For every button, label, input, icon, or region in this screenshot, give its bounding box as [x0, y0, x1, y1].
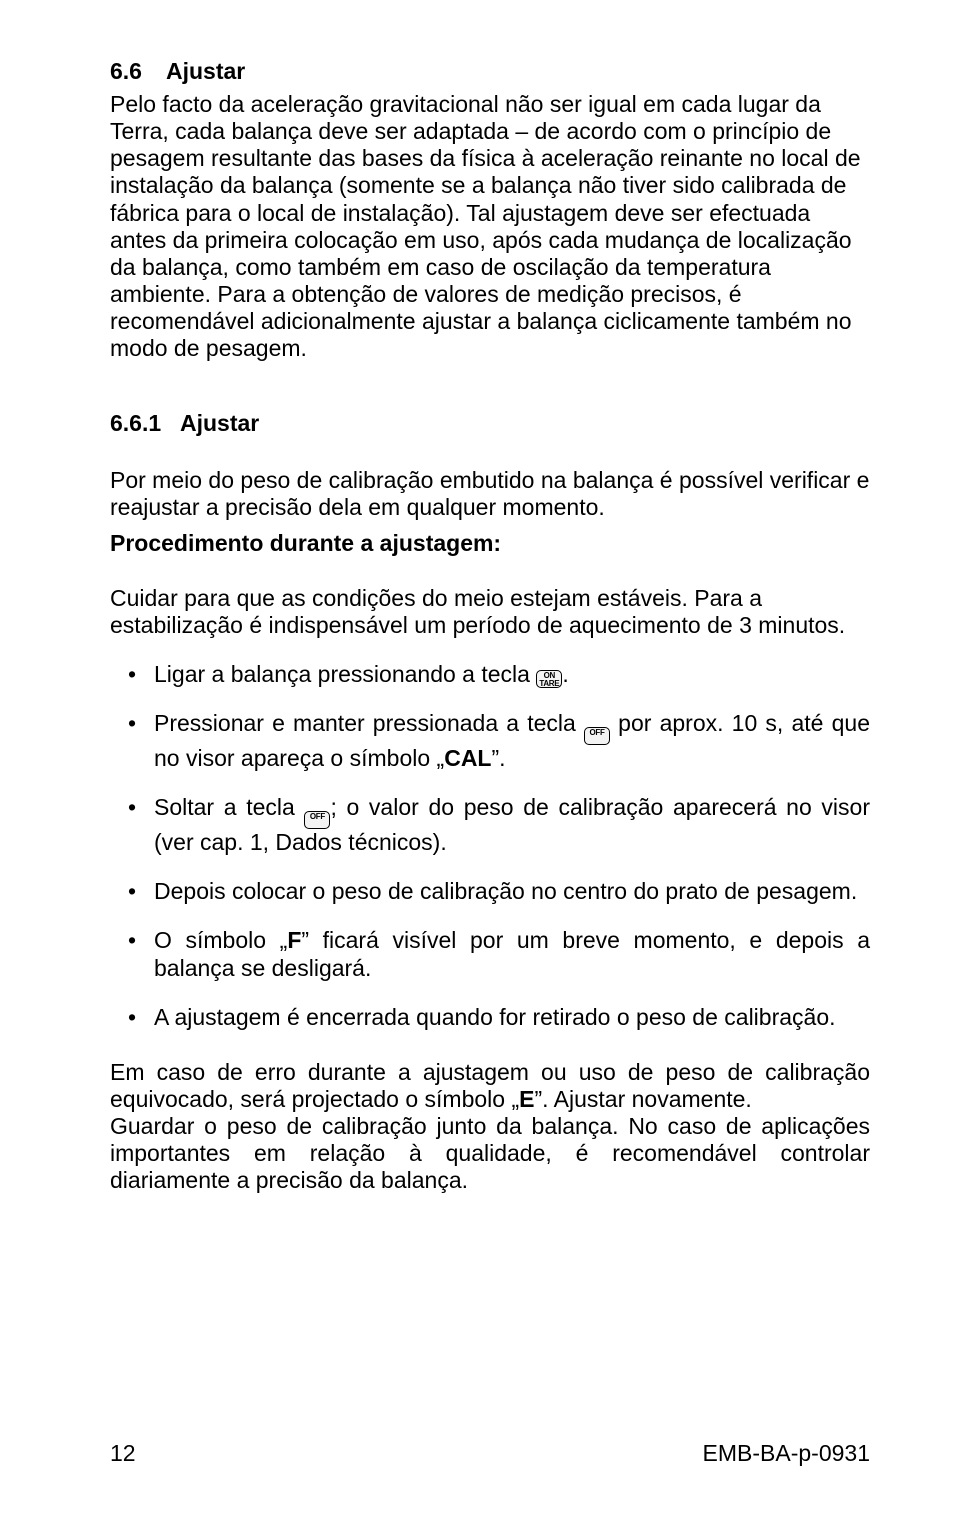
li-text: Pressionar e manter pressionada a tecla [154, 710, 584, 736]
page: 6.6Ajustar Pelo facto da aceleração grav… [0, 0, 960, 1523]
section-number: 6.6 [110, 58, 166, 85]
tail-paragraph-2: Guardar o peso de calibração junto da ba… [110, 1113, 870, 1194]
li-text: ”. [491, 745, 505, 771]
section-title: Ajustar [180, 410, 259, 436]
f-symbol: F [287, 927, 301, 953]
off-icon: OFF [584, 727, 610, 745]
section-number: 6.6.1 [110, 410, 180, 437]
list-item: O símbolo „F” ficará visível por um brev… [110, 927, 870, 981]
off-icon: OFF [304, 811, 330, 829]
li-text: Ligar a balança pressionando a tecla [154, 661, 536, 687]
doc-code: EMB-BA-p-0931 [703, 1440, 870, 1467]
tail-paragraph-1: Em caso de erro durante a ajustagem ou u… [110, 1059, 870, 1113]
li-text: O símbolo „ [154, 927, 287, 953]
heading-6-6: 6.6Ajustar [110, 58, 870, 85]
heading-6-6-1: 6.6.1Ajustar [110, 410, 870, 437]
page-footer: 12 EMB-BA-p-0931 [110, 1440, 870, 1467]
e-symbol: E [519, 1086, 534, 1112]
pre-bullets-text: Cuidar para que as condições do meio est… [110, 585, 870, 639]
list-item: Pressionar e manter pressionada a tecla … [110, 710, 870, 772]
procedure-list: Ligar a balança pressionando a tecla ON … [110, 661, 870, 1031]
on-tare-icon: ON TARE [536, 670, 562, 688]
list-item: A ajustagem é encerrada quando for retir… [110, 1004, 870, 1031]
list-item: Ligar a balança pressionando a tecla ON … [110, 661, 870, 688]
li-text: . [562, 661, 568, 687]
list-item: Soltar a tecla OFF; o valor do peso de c… [110, 794, 870, 856]
tail-text: ”. Ajustar novamente. [534, 1086, 751, 1112]
procedure-heading: Procedimento durante a ajustagem: [110, 530, 870, 557]
section-6-6-body: Pelo facto da aceleração gravitacional n… [110, 91, 870, 362]
tail-text: Em caso de erro durante a ajustagem ou u… [110, 1059, 870, 1112]
cal-symbol: CAL [444, 745, 491, 771]
li-text: Soltar a tecla [154, 794, 304, 820]
section-6-6-1-intro: Por meio do peso de calibração embutido … [110, 467, 870, 521]
list-item: Depois colocar o peso de calibração no c… [110, 878, 870, 905]
section-title: Ajustar [166, 58, 245, 84]
page-number: 12 [110, 1440, 136, 1467]
